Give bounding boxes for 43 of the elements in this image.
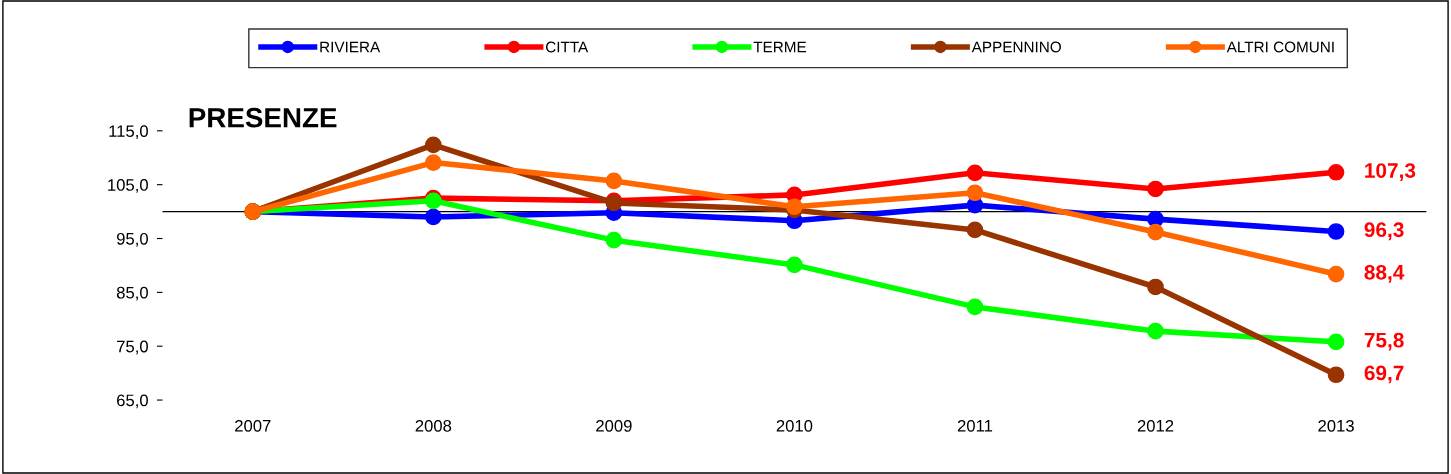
x-tick-label: 2008: [415, 419, 452, 432]
x-tick-label: 2007: [235, 419, 271, 432]
x-tick-label: 2009: [596, 419, 632, 432]
legend-label: CITTA: [546, 41, 589, 53]
data-label: 75,8: [1364, 332, 1404, 351]
point: [1147, 322, 1164, 340]
point: [1147, 223, 1164, 241]
legend-label: APPENNINO: [971, 41, 1061, 53]
point: [605, 231, 623, 249]
y-tick-label: 85,0: [116, 286, 148, 301]
point: [966, 298, 984, 316]
legend-label: ALTRI COMUNI: [1226, 41, 1334, 53]
point: [1147, 180, 1164, 198]
x-tick-label: 2013: [1318, 419, 1354, 432]
y-tick-label: 105,0: [108, 179, 148, 193]
y-tick-label: 75,0: [117, 340, 148, 355]
point: [1327, 366, 1345, 384]
point: [424, 154, 442, 171]
point: [424, 136, 442, 154]
data-label: 88,4: [1364, 264, 1405, 283]
x-tick-label: 2011: [957, 419, 993, 432]
point: [1327, 163, 1345, 181]
chart-title: PRESENZE: [189, 107, 337, 128]
legend-label: TERME: [753, 41, 807, 53]
data-label: 107,3: [1365, 163, 1416, 181]
data-label: 96,3: [1364, 222, 1404, 241]
legend-label: RIVIERA: [320, 41, 381, 53]
point: [605, 172, 623, 190]
data-label: 69,7: [1364, 365, 1404, 384]
x-tick-label: 2010: [776, 419, 813, 432]
point: [966, 221, 984, 239]
y-tick-label: 115,0: [109, 125, 148, 139]
x-tick-label: 2012: [1137, 419, 1174, 432]
point: [966, 184, 984, 202]
point: [966, 164, 984, 182]
y-tick-label: 95,0: [116, 232, 148, 247]
point: [1327, 265, 1345, 283]
point: [1327, 223, 1345, 240]
point: [424, 208, 442, 226]
point: [1327, 333, 1345, 351]
y-tick-label: 65,0: [117, 394, 148, 409]
point: [1147, 278, 1164, 296]
point: [786, 256, 803, 274]
